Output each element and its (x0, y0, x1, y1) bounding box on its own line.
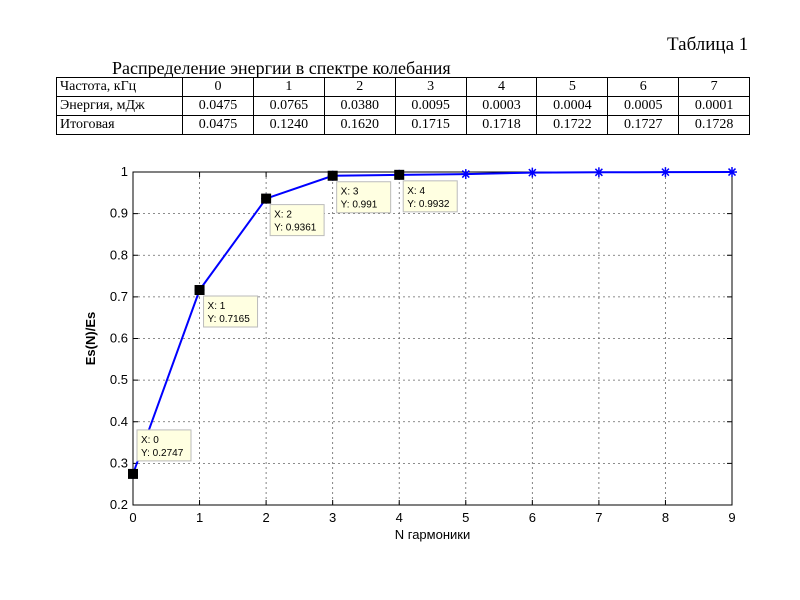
table-cell: 0.1728 (678, 115, 750, 135)
y-tick-label: 0.7 (110, 289, 128, 304)
datatip-box (203, 295, 259, 328)
x-tick-label: 9 (728, 510, 735, 525)
table-cell: 0.0095 (394, 96, 467, 116)
axes-box (132, 171, 733, 506)
row-header: Итоговая (56, 115, 183, 135)
x-tick-labels: 0 1 2 3 4 5 6 7 8 9 (129, 510, 735, 525)
y-tick-label: 0.8 (110, 247, 128, 262)
y-tick-label: 0.6 (110, 331, 128, 346)
x-tick-label: 2 (262, 510, 269, 525)
marker-stroke (727, 168, 737, 177)
marker-stroke (594, 168, 603, 177)
datatip-x-text: X: 1 (208, 301, 226, 312)
y-tick-label: 0.4 (110, 414, 128, 429)
datatip-y-text: Y: 0.991 (341, 200, 378, 211)
datatip-2: X: 2 Y: 0.9361 (261, 193, 325, 237)
table-cell: 0.0001 (678, 96, 750, 116)
datatip-marker (327, 170, 338, 181)
marker-stroke (461, 170, 470, 179)
tick-marks (132, 171, 733, 506)
datatip-3: X: 3 Y: 0.991 (327, 170, 392, 214)
series-line (132, 171, 733, 475)
datatip-1: X: 1 Y: 0.7165 (194, 285, 259, 328)
y-tick-label: 0.2 (110, 497, 128, 512)
table-cell: 0.1718 (465, 115, 538, 135)
y-tick-label: 0.3 (110, 455, 128, 470)
table-caption: Таблица 1 (667, 34, 749, 55)
energy-table: Частота, кГц 0 1 2 3 4 5 6 7 Энергия, мД… (56, 77, 750, 135)
datatip-x-text: X: 3 (341, 187, 359, 198)
y-tick-label: 1 (121, 164, 128, 179)
x-tick-label: 3 (329, 510, 336, 525)
y-tick-label: 0.5 (110, 372, 128, 387)
row-header: Энергия, мДж (56, 96, 183, 116)
x-tick-label: 6 (529, 510, 536, 525)
star-marker (527, 167, 538, 178)
datatip-y-text: Y: 0.2747 (141, 448, 184, 459)
table-cell: 0.1715 (394, 115, 467, 135)
star-marker (460, 169, 471, 180)
x-tick-label: 0 (129, 510, 136, 525)
table-cell: 0.1620 (323, 115, 396, 135)
datatip-x-text: X: 0 (141, 435, 159, 446)
table-cell: 0.1722 (536, 115, 609, 135)
datatip-marker (394, 169, 405, 180)
y-tick-label: 0.9 (110, 206, 128, 221)
star-marker (593, 167, 604, 178)
table-cell: 0.1240 (252, 115, 325, 135)
datatip-box (269, 204, 325, 237)
x-tick-label: 1 (196, 510, 203, 525)
datatip-y-text: Y: 0.9932 (407, 199, 450, 210)
datatip-box (336, 181, 392, 214)
datatip-x-text: X: 2 (274, 210, 292, 221)
datatip-marker (261, 193, 272, 204)
datatip-marker (194, 285, 205, 296)
table-cell: 0.0475 (182, 115, 254, 135)
x-tick-label: 5 (462, 510, 469, 525)
x-tick-label: 8 (662, 510, 669, 525)
marker-stroke (661, 168, 670, 177)
star-marker (727, 167, 737, 178)
star-marker (660, 167, 671, 178)
y-tick-labels: 0.2 0.3 0.4 0.5 0.6 0.7 0.8 0.9 1 (110, 164, 128, 512)
x-tick-label: 4 (396, 510, 403, 525)
datatip-x-text: X: 4 (407, 186, 425, 197)
table-title: Распределение энергии в спектре колебани… (112, 58, 451, 78)
datatip-4: X: 4 Y: 0.9932 (394, 169, 458, 213)
table-row-total: Итоговая 0.0475 0.1240 0.1620 0.1715 0.1… (56, 115, 750, 135)
datatip-marker (128, 468, 138, 479)
datatip-box (136, 429, 192, 462)
y-axis-label: Es(N)/Es (83, 312, 98, 365)
x-tick-label: 7 (595, 510, 602, 525)
datatip-box (402, 180, 458, 213)
datatip-0: X: 0 Y: 0.2747 (128, 429, 192, 479)
table-row-energy: Энергия, мДж 0.0475 0.0765 0.0380 0.0095… (56, 96, 750, 116)
table-row-frequency: Частота, кГц 0 1 2 3 4 5 6 7 (56, 77, 750, 97)
grid (132, 171, 733, 506)
x-axis-label: N гармоники (395, 527, 470, 542)
datatip-y-text: Y: 0.7165 (208, 314, 251, 325)
marker-stroke (528, 168, 537, 177)
table-cell: 0.0475 (182, 96, 254, 116)
datatip-y-text: Y: 0.9361 (274, 223, 317, 234)
table-cell: 0.1727 (607, 115, 680, 135)
